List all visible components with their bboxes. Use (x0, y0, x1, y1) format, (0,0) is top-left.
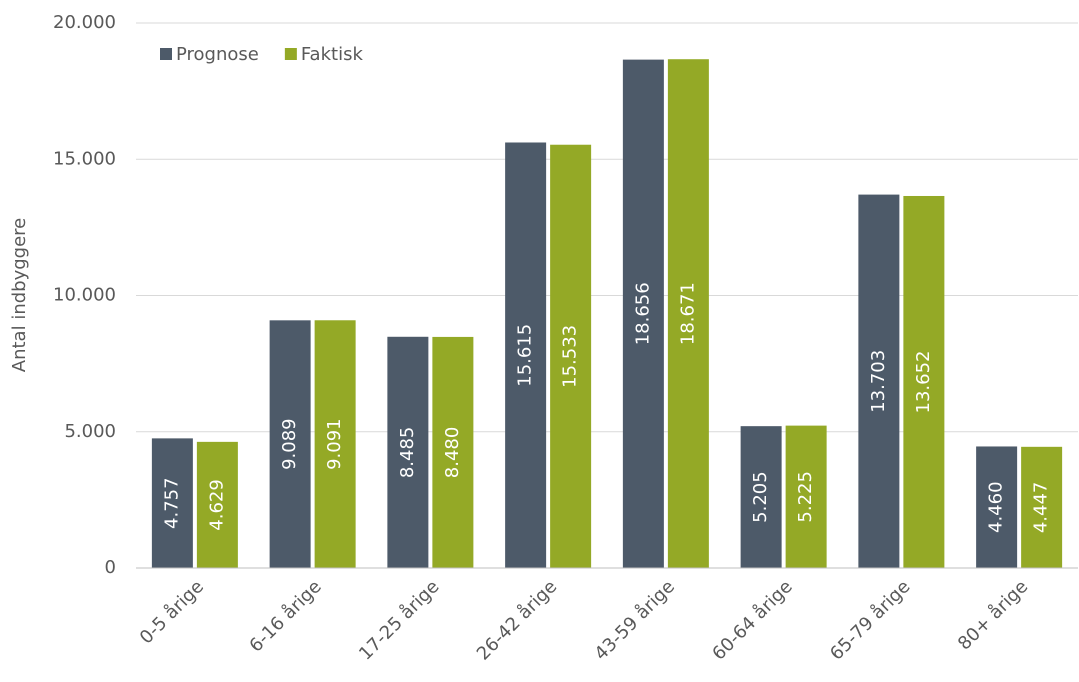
data-label: 15.615 (515, 324, 536, 387)
data-label: 5.205 (750, 471, 771, 523)
bar (314, 320, 356, 568)
bar (550, 144, 592, 568)
bar (976, 446, 1018, 568)
bar (622, 59, 664, 569)
x-tick-label: 6-16 årige (245, 576, 325, 656)
bar (858, 194, 900, 568)
data-label: 4.460 (986, 481, 1007, 533)
bar (269, 320, 311, 568)
data-label: 18.656 (632, 282, 653, 345)
y-axis-title: Antal indbyggere (9, 218, 30, 372)
y-tick-label: 5.000 (64, 421, 116, 442)
bar (667, 59, 709, 569)
bar (1021, 446, 1063, 568)
bar (903, 195, 945, 568)
y-tick-label: 0 (105, 557, 116, 578)
bar (151, 438, 193, 568)
data-label: 9.089 (279, 418, 300, 470)
legend-swatch (284, 48, 297, 60)
data-label: 5.225 (795, 471, 816, 523)
bar (740, 426, 782, 568)
data-label: 9.091 (324, 418, 345, 470)
data-label: 8.480 (442, 427, 463, 479)
bar (387, 336, 429, 568)
data-label: 13.703 (868, 350, 889, 413)
data-label: 8.485 (397, 427, 418, 479)
data-label: 4.447 (1031, 482, 1052, 534)
x-tick-label: 43-59 årige (591, 576, 679, 664)
bar (785, 425, 827, 568)
x-tick-label: 17-25 årige (355, 576, 443, 664)
x-tick-label: 65-79 årige (826, 576, 914, 664)
x-tick-label: 26-42 årige (473, 576, 561, 664)
x-tick-label: 60-64 årige (708, 576, 796, 664)
data-label: 4.757 (161, 477, 182, 529)
legend-label: Prognose (176, 44, 259, 65)
data-label: 18.671 (677, 282, 698, 345)
x-tick-label: 80+ årige (954, 576, 1032, 654)
bar (505, 142, 547, 568)
data-label: 4.629 (206, 479, 227, 531)
data-label: 13.652 (913, 350, 934, 413)
legend-swatch (160, 48, 172, 60)
data-label: 15.533 (560, 325, 581, 388)
bar (432, 336, 474, 568)
bar (196, 441, 238, 568)
legend-label: Faktisk (301, 44, 364, 65)
y-tick-label: 10.000 (53, 285, 116, 306)
y-tick-label: 20.000 (53, 12, 116, 33)
y-tick-label: 15.000 (53, 148, 116, 169)
x-tick-label: 0-5 årige (136, 576, 208, 648)
